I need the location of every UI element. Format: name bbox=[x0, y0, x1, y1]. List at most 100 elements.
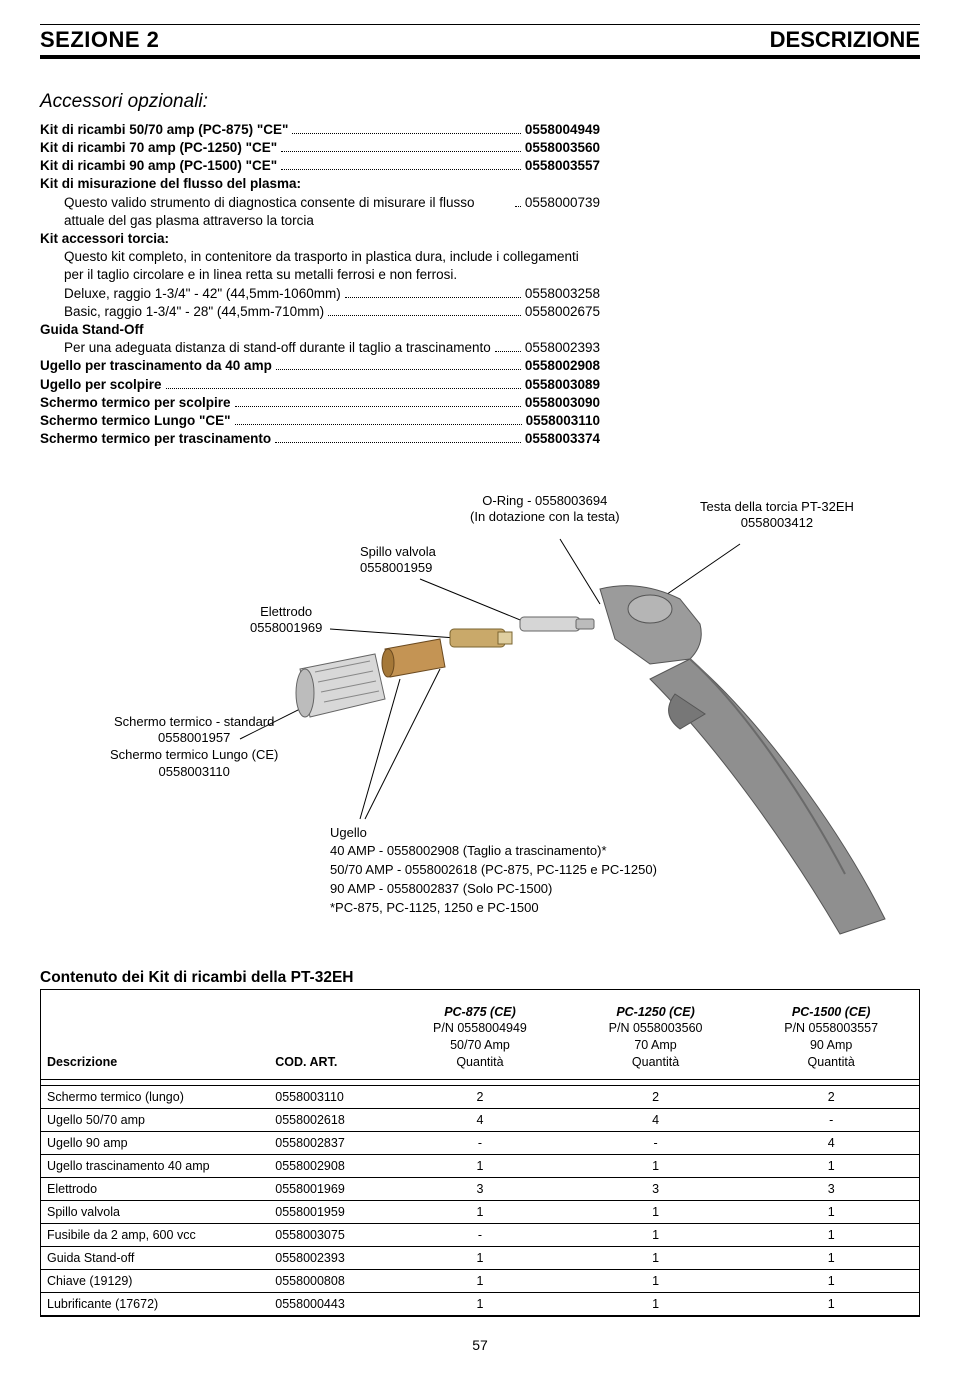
plasma-code: 0558000739 bbox=[525, 194, 600, 212]
kit-line: Kit di ricambi 50/70 amp (PC-875) "CE" 0… bbox=[40, 121, 600, 139]
cell-q2: 4 bbox=[568, 1109, 744, 1132]
cell-cod: 0558001959 bbox=[269, 1201, 392, 1224]
cell-cod: 0558003075 bbox=[269, 1224, 392, 1247]
cell-q2: 1 bbox=[568, 1155, 744, 1178]
schermo-l3: Schermo termico Lungo (CE) bbox=[110, 747, 278, 764]
cell-q1: 1 bbox=[392, 1201, 568, 1224]
c1-amp: 50/70 Amp bbox=[450, 1038, 510, 1052]
kit-code: 0558003374 bbox=[525, 430, 600, 448]
cell-q1: 3 bbox=[392, 1178, 568, 1201]
callout-ugello: Ugello 40 AMP - 0558002908 (Taglio a tra… bbox=[330, 824, 657, 918]
standoff-label: Guida Stand-Off bbox=[40, 321, 600, 339]
c3-amp: 90 Amp bbox=[810, 1038, 852, 1052]
oring-label: O-Ring - 0558003694 bbox=[470, 493, 620, 510]
cell-q3: 4 bbox=[743, 1132, 919, 1155]
cell-desc: Ugello 90 amp bbox=[41, 1132, 269, 1155]
cell-q1: 1 bbox=[392, 1293, 568, 1316]
cell-q2: 1 bbox=[568, 1270, 744, 1293]
ugello-title: Ugello bbox=[330, 824, 657, 843]
oring-sub: (In dotazione con la testa) bbox=[470, 509, 620, 526]
ugello-l2: 50/70 AMP - 0558002618 (PC-875, PC-1125 … bbox=[330, 861, 657, 880]
head-code: 0558003412 bbox=[700, 515, 854, 532]
cell-q3: 1 bbox=[743, 1247, 919, 1270]
cell-desc: Spillo valvola bbox=[41, 1201, 269, 1224]
cell-q1: 2 bbox=[392, 1086, 568, 1109]
page-header: SEZIONE 2 DESCRIZIONE bbox=[40, 27, 920, 59]
cell-q1: 1 bbox=[392, 1155, 568, 1178]
callout-spillo: Spillo valvola 0558001959 bbox=[360, 544, 436, 578]
page-number: 57 bbox=[40, 1337, 920, 1353]
callout-oring: O-Ring - 0558003694 (In dotazione con la… bbox=[470, 493, 620, 527]
cell-cod: 0558000808 bbox=[269, 1270, 392, 1293]
kit-label: Kit di ricambi 50/70 amp (PC-875) "CE" bbox=[40, 121, 288, 139]
cell-q3: 1 bbox=[743, 1293, 919, 1316]
elettrodo-label: Elettrodo bbox=[250, 604, 322, 621]
cell-cod: 0558002393 bbox=[269, 1247, 392, 1270]
cell-desc: Ugello 50/70 amp bbox=[41, 1109, 269, 1132]
accessories-list: Accessori opzionali: Kit di ricambi 50/7… bbox=[40, 89, 600, 449]
schermo-l4: 0558003110 bbox=[110, 764, 278, 781]
plasma-kit-body: Questo valido strumento di diagnostica c… bbox=[40, 194, 600, 230]
kit-code: 0558004949 bbox=[525, 121, 600, 139]
kit-table-section: Contenuto dei Kit di ricambi della PT-32… bbox=[40, 969, 920, 1318]
kit-label: Kit di ricambi 90 amp (PC-1500) "CE" bbox=[40, 157, 277, 175]
cell-q2: 1 bbox=[568, 1247, 744, 1270]
table-row: Ugello trascinamento 40 amp0558002908111 bbox=[41, 1155, 919, 1178]
col-desc: Descrizione bbox=[47, 1055, 117, 1069]
c2-model: PC-1250 (CE) bbox=[616, 1005, 695, 1019]
cell-q1: - bbox=[392, 1132, 568, 1155]
col-pc1500: PC-1500 (CE) P/N 0558003557 90 Amp Quant… bbox=[743, 990, 919, 1080]
c1-pn: P/N 0558004949 bbox=[433, 1021, 527, 1035]
cell-q1: 1 bbox=[392, 1247, 568, 1270]
kit-line: Schermo termico per scolpire0558003090 bbox=[40, 394, 600, 412]
cell-cod: 0558002618 bbox=[269, 1109, 392, 1132]
cell-desc: Schermo termico (lungo) bbox=[41, 1086, 269, 1109]
cell-q2: 1 bbox=[568, 1224, 744, 1247]
basic-code: 0558002675 bbox=[525, 303, 600, 321]
col-cod: COD. ART. bbox=[275, 1055, 337, 1069]
table-row: Ugello 50/70 amp055800261844- bbox=[41, 1109, 919, 1132]
cell-q1: 4 bbox=[392, 1109, 568, 1132]
ugello-l4: *PC-875, PC-1125, 1250 e PC-1500 bbox=[330, 899, 657, 918]
spillo-label: Spillo valvola bbox=[360, 544, 436, 561]
cell-q2: 1 bbox=[568, 1293, 744, 1316]
kit-table: Descrizione COD. ART. PC-875 (CE) P/N 05… bbox=[41, 990, 919, 1317]
standoff-code: 0558002393 bbox=[525, 339, 600, 357]
cell-q2: 3 bbox=[568, 1178, 744, 1201]
kit-code: 0558003557 bbox=[525, 157, 600, 175]
deluxe-label: Deluxe, raggio 1-3/4" - 42" (44,5mm-1060… bbox=[64, 285, 341, 303]
schermo-l1: Schermo termico - standard bbox=[110, 714, 278, 731]
table-row: Chiave (19129)0558000808111 bbox=[41, 1270, 919, 1293]
c1-qty: Quantità bbox=[456, 1055, 503, 1069]
cell-cod: 0558001969 bbox=[269, 1178, 392, 1201]
kit-line: Kit di ricambi 70 amp (PC-1250) "CE" 055… bbox=[40, 139, 600, 157]
kit-label: Schermo termico per trascinamento bbox=[40, 430, 271, 448]
kit-code: 0558003110 bbox=[526, 412, 600, 430]
cell-q3: - bbox=[743, 1109, 919, 1132]
kit-label: Ugello per trascinamento da 40 amp bbox=[40, 357, 272, 375]
head-label: Testa della torcia PT-32EH bbox=[700, 499, 854, 516]
kit-line: Schermo termico Lungo "CE" 0558003110 bbox=[40, 412, 600, 430]
cell-desc: Guida Stand-off bbox=[41, 1247, 269, 1270]
cell-q2: - bbox=[568, 1132, 744, 1155]
cell-q3: 1 bbox=[743, 1155, 919, 1178]
kit-label: Schermo termico Lungo "CE" bbox=[40, 412, 231, 430]
kit-code: 0558002908 bbox=[525, 357, 600, 375]
c3-qty: Quantità bbox=[808, 1055, 855, 1069]
cell-q3: 1 bbox=[743, 1224, 919, 1247]
cell-desc: Ugello trascinamento 40 amp bbox=[41, 1155, 269, 1178]
kit-code: 0558003089 bbox=[525, 376, 600, 394]
cell-cod: 0558002908 bbox=[269, 1155, 392, 1178]
cell-q1: - bbox=[392, 1224, 568, 1247]
cell-desc: Chiave (19129) bbox=[41, 1270, 269, 1293]
c3-model: PC-1500 (CE) bbox=[792, 1005, 871, 1019]
c2-pn: P/N 0558003560 bbox=[609, 1021, 703, 1035]
elettrodo-code: 0558001969 bbox=[250, 620, 322, 637]
ugello-l1: 40 AMP - 0558002908 (Taglio a trasciname… bbox=[330, 842, 657, 861]
c2-amp: 70 Amp bbox=[634, 1038, 676, 1052]
callout-elettrodo: Elettrodo 0558001969 bbox=[250, 604, 322, 638]
spillo-code: 0558001959 bbox=[360, 560, 436, 577]
torch-diagram: O-Ring - 0558003694 (In dotazione con la… bbox=[40, 489, 920, 949]
c1-model: PC-875 (CE) bbox=[444, 1005, 516, 1019]
cell-q3: 1 bbox=[743, 1270, 919, 1293]
